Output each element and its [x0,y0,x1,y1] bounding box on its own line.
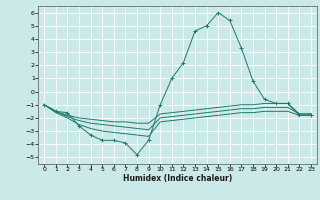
X-axis label: Humidex (Indice chaleur): Humidex (Indice chaleur) [123,174,232,183]
